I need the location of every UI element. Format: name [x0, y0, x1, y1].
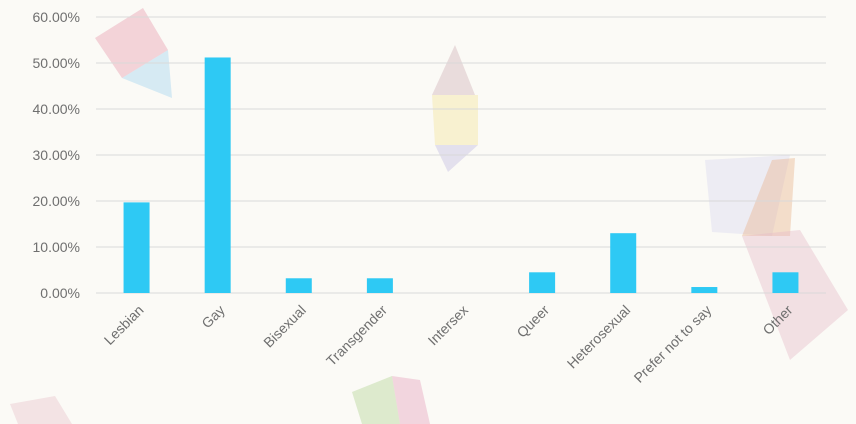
- x-tick-label: Transgender: [323, 302, 390, 369]
- bars: [123, 57, 799, 294]
- y-axis-ticks: 0.00% 10.00% 20.00% 30.00% 40.00% 50.00% 60.00…: [33, 9, 80, 301]
- x-tick-label: Lesbian: [101, 302, 147, 348]
- bar-other: [772, 272, 799, 293]
- bar-queer: [529, 272, 556, 293]
- y-tick-label: 60.00%: [33, 9, 80, 25]
- bar-prefer-not-to-say: [691, 287, 718, 293]
- bar-transgender: [366, 278, 393, 293]
- x-tick-label: Prefer not to say: [631, 302, 715, 386]
- y-tick-label: 10.00%: [33, 239, 80, 255]
- y-tick-label: 30.00%: [33, 147, 80, 163]
- x-axis-labels: Lesbian Gay Bisexual Transgender Intersex Que…: [101, 302, 796, 386]
- bar-heterosexual: [610, 233, 637, 293]
- y-tick-label: 0.00%: [40, 285, 80, 301]
- x-tick-label: Intersex: [425, 302, 472, 349]
- bar-gay: [204, 57, 231, 294]
- background-decorations: [10, 8, 848, 424]
- x-tick-label: Bisexual: [260, 302, 309, 351]
- y-tick-label: 50.00%: [33, 55, 80, 71]
- bar-lesbian: [123, 202, 150, 293]
- x-tick-label: Heterosexual: [564, 302, 634, 372]
- x-tick-label: Gay: [198, 302, 227, 331]
- y-tick-label: 40.00%: [33, 101, 80, 117]
- bar-bisexual: [285, 278, 312, 293]
- x-tick-label: Queer: [513, 302, 552, 341]
- y-tick-label: 20.00%: [33, 193, 80, 209]
